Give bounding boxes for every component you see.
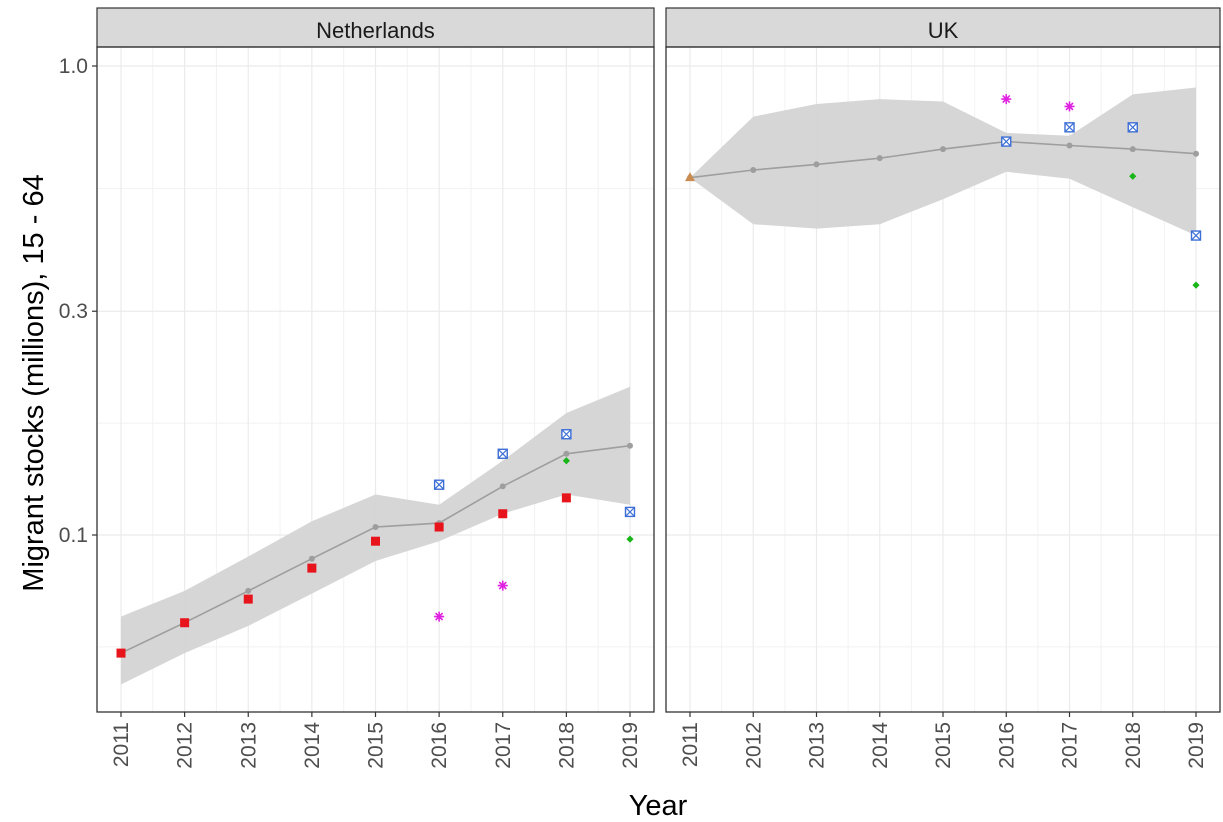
facet-strip-label: UK xyxy=(928,18,959,43)
estimate-point xyxy=(1193,150,1199,157)
estimate-point xyxy=(627,442,633,449)
blue-box-point xyxy=(561,429,572,440)
panel-frames: Netherlands 2011 2012 2013 2014 2015 2016 2017 2… xyxy=(59,7,1221,769)
facet-strip xyxy=(96,7,655,48)
x-tick-label: 2015 xyxy=(365,722,388,769)
magenta-star-strokes xyxy=(1064,101,1075,112)
estimate-point xyxy=(499,483,506,490)
blue-box-point xyxy=(433,479,445,490)
green-point xyxy=(562,457,570,465)
x-axis-title: Year xyxy=(629,790,688,822)
red-square-point xyxy=(116,648,126,658)
magenta-star-strokes xyxy=(1001,94,1012,105)
estimate-point xyxy=(372,524,379,531)
estimate-point xyxy=(563,450,570,457)
red-square-point xyxy=(243,594,253,604)
x-tick-label: 2018 xyxy=(555,722,578,769)
magenta-star-point xyxy=(434,611,445,622)
blue-box-point xyxy=(1064,122,1075,133)
blue-box-cross xyxy=(1001,136,1012,147)
y-tick-label: 0.1 xyxy=(59,524,88,547)
x-tick-label: 2016 xyxy=(428,722,451,769)
estimate-point xyxy=(1066,142,1073,149)
blue-box-point xyxy=(1001,136,1012,147)
x-tick-label: 2011 xyxy=(110,722,133,767)
x-tick-label: 2019 xyxy=(619,722,642,769)
facet-strip-label: Netherlands xyxy=(316,18,435,43)
y-axis-title: Migrant stocks (millions), 15 - 64 xyxy=(18,174,50,591)
x-tick-label: 2017 xyxy=(1059,722,1082,769)
estimate-point xyxy=(245,587,252,594)
y-tick-label: 1.0 xyxy=(59,55,88,78)
x-tick-label: 2014 xyxy=(869,722,892,769)
blue-box-cross xyxy=(561,429,572,440)
blue-box-point xyxy=(1190,230,1202,241)
red-square-point xyxy=(434,522,444,532)
blue-box-cross xyxy=(1064,122,1075,133)
estimate-point xyxy=(813,161,820,168)
red-square-point xyxy=(180,618,190,628)
red-square-point xyxy=(307,563,317,573)
x-tick-label: 2019 xyxy=(1185,722,1208,769)
x-tick-label: 2018 xyxy=(1122,722,1145,769)
blue-box-cross xyxy=(1191,230,1201,241)
red-square-point xyxy=(498,509,508,519)
x-tick-label: 2012 xyxy=(174,722,197,769)
x-tick-label: 2012 xyxy=(742,722,765,769)
blue-box-point xyxy=(624,506,636,518)
x-tick-label: 2013 xyxy=(806,722,829,769)
magenta-star-strokes xyxy=(434,611,445,622)
blue-box-cross xyxy=(1127,122,1138,133)
blue-box-cross xyxy=(625,506,635,517)
estimate-point xyxy=(876,155,883,162)
confidence-band xyxy=(121,386,630,685)
x-tick-label: 2015 xyxy=(932,722,955,769)
x-tick-label: 2016 xyxy=(995,722,1018,769)
confidence-band xyxy=(690,87,1196,236)
blue-box-point xyxy=(1127,122,1138,133)
red-square-point xyxy=(561,493,571,503)
blue-box-point xyxy=(497,448,508,459)
estimate-point xyxy=(940,146,946,153)
x-tick-label: 2014 xyxy=(301,722,324,769)
x-tick-label: 2013 xyxy=(237,722,260,769)
estimate-point xyxy=(750,167,757,174)
orange-triangle-point xyxy=(685,172,695,182)
magenta-star-point xyxy=(497,580,508,591)
confidence-bands xyxy=(121,87,1196,685)
magenta-star-strokes xyxy=(497,580,508,591)
blue-box-cross xyxy=(497,448,508,459)
blue-box-cross xyxy=(434,479,445,490)
red-square-point xyxy=(371,536,380,546)
estimate-point xyxy=(308,555,315,562)
green-point xyxy=(1192,281,1200,289)
x-tick-label: 2017 xyxy=(492,722,515,769)
green-point xyxy=(1129,172,1137,180)
green-point xyxy=(626,535,634,543)
estimate-lines xyxy=(118,138,1199,657)
magenta-star-point xyxy=(1001,94,1012,105)
x-tick-label: 2011 xyxy=(679,722,702,767)
y-tick-label: 0.3 xyxy=(59,300,88,323)
magenta-star-point xyxy=(1064,101,1075,112)
data-points xyxy=(116,94,1202,658)
estimate-point xyxy=(1129,146,1136,153)
